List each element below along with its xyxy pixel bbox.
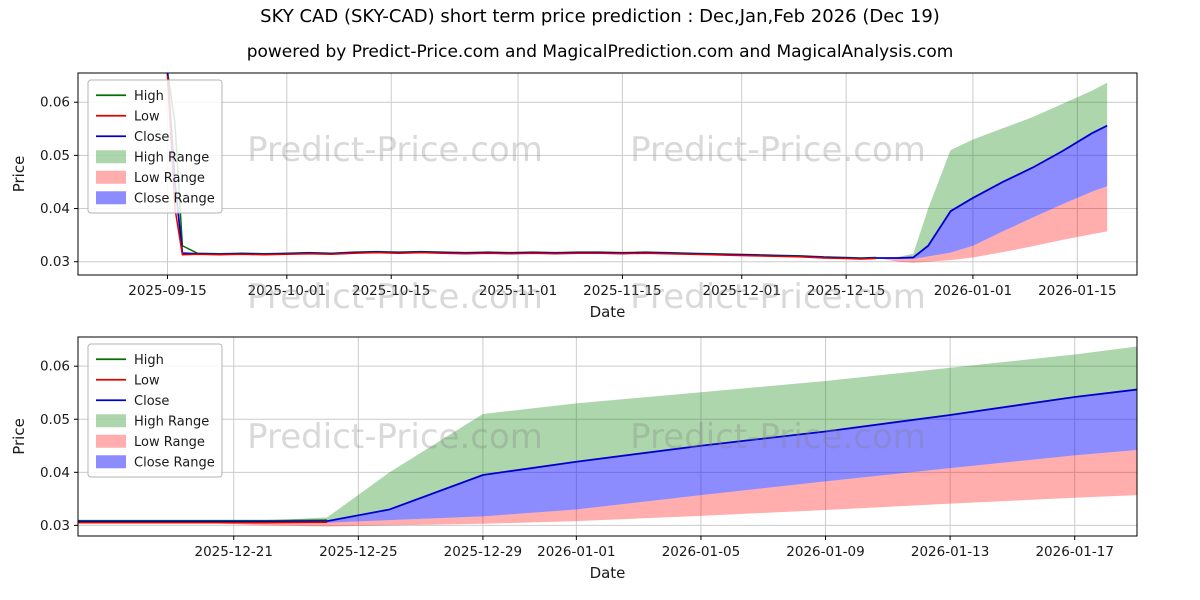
axis-ticks: 2025-12-21 2025-12-25 2025-12-29 2026-01-01… [40,359,1114,560]
x-tick-label: 2025-12-25 [319,544,397,560]
y-tick-label: 0.05 [40,148,70,164]
line-high [78,519,328,522]
y-tick-label: 0.05 [40,412,70,428]
gridlines [78,73,1137,275]
band-low-range [875,186,1108,263]
y-tick-label: 0.04 [40,465,70,481]
x-tick-label: 2026-01-13 [911,544,989,560]
x-axis-label: Date [590,564,626,582]
x-tick-label: 2025-12-29 [444,544,522,560]
legend-label: Low Range [134,435,205,450]
x-tick-label: 2025-10-01 [248,283,326,299]
y-axis-label: Price [10,156,28,193]
legend-label: Close Range [134,191,215,206]
page-title: SKY CAD (SKY-CAD) short term price predi… [260,6,940,27]
x-tick-label: 2025-11-15 [583,283,661,299]
chart-svg: 2025-12-21 2025-12-25 2025-12-29 2026-01-01… [10,336,1138,582]
legend-patch-sample [96,434,126,448]
legend-label: High [134,353,164,368]
axis-ticks: 2025-09-15 2025-10-01 2025-10-15 2025-11-01… [40,95,1117,299]
legend-patch-sample [96,150,126,164]
x-tick-label: 2025-12-21 [195,544,273,560]
legend-label: Low Range [134,171,205,186]
y-tick-label: 0.03 [40,254,70,270]
legend-patch-sample [96,170,126,184]
x-tick-label: 2026-01-15 [1038,283,1116,299]
legend-label: High [134,89,164,104]
legend-box [87,343,223,478]
legend-label: Low [134,373,160,388]
line-high [166,73,877,259]
x-tick-label: 2025-12-15 [807,283,885,299]
band-low-range [171,450,1137,527]
x-tick-label: 2025-10-15 [352,283,430,299]
legend-label: High Range [134,150,209,165]
bottom-price-chart: 2025-12-21 2025-12-25 2025-12-29 2026-01-01… [0,325,1200,591]
gridlines [78,337,1137,536]
band-high-range [171,346,1137,522]
legend-patch-sample [96,455,126,469]
legend-label: Close [134,394,169,409]
legend-patch-sample [96,191,126,205]
legend-label: Low [134,109,160,124]
x-tick-label: 2025-09-15 [128,283,206,299]
legend-label: High Range [134,414,209,429]
y-tick-label: 0.03 [40,518,70,534]
legend: High Low Close High Range Low Range Close Ran… [87,343,223,478]
y-tick-label: 0.04 [40,201,70,217]
x-tick-label: 2026-01-17 [1035,544,1113,560]
top-price-chart: 2025-09-15 2025-10-01 2025-10-15 2025-11-01… [0,58,1200,324]
page-subtitle: powered by Predict-Price.com and Magical… [246,42,954,62]
plot-border [77,72,1138,276]
x-tick-label: 2026-01-01 [934,283,1012,299]
line-low [78,521,328,524]
x-tick-label: 2026-01-09 [786,544,864,560]
x-tick-label: 2026-01-01 [537,544,615,560]
x-tick-label: 2025-12-01 [703,283,781,299]
legend-label: Close [134,130,169,145]
y-axis-label: Price [10,418,28,455]
y-tick-label: 0.06 [40,359,70,375]
line-close [78,388,1137,523]
y-tick-label: 0.06 [40,95,70,111]
legend-patch-sample [96,414,126,428]
line-low [166,75,877,260]
x-tick-label: 2026-01-05 [662,544,740,560]
band-high-range [875,82,1108,258]
legend: High Low Close High Range Low Range Close Ran… [87,79,223,214]
plot-border [77,336,1138,537]
legend-box [87,79,223,214]
x-tick-label: 2025-11-01 [479,283,557,299]
legend-label: Close Range [134,455,215,470]
chart-svg: 2025-09-15 2025-10-01 2025-10-15 2025-11-01… [10,72,1138,321]
x-axis-label: Date [590,303,626,321]
